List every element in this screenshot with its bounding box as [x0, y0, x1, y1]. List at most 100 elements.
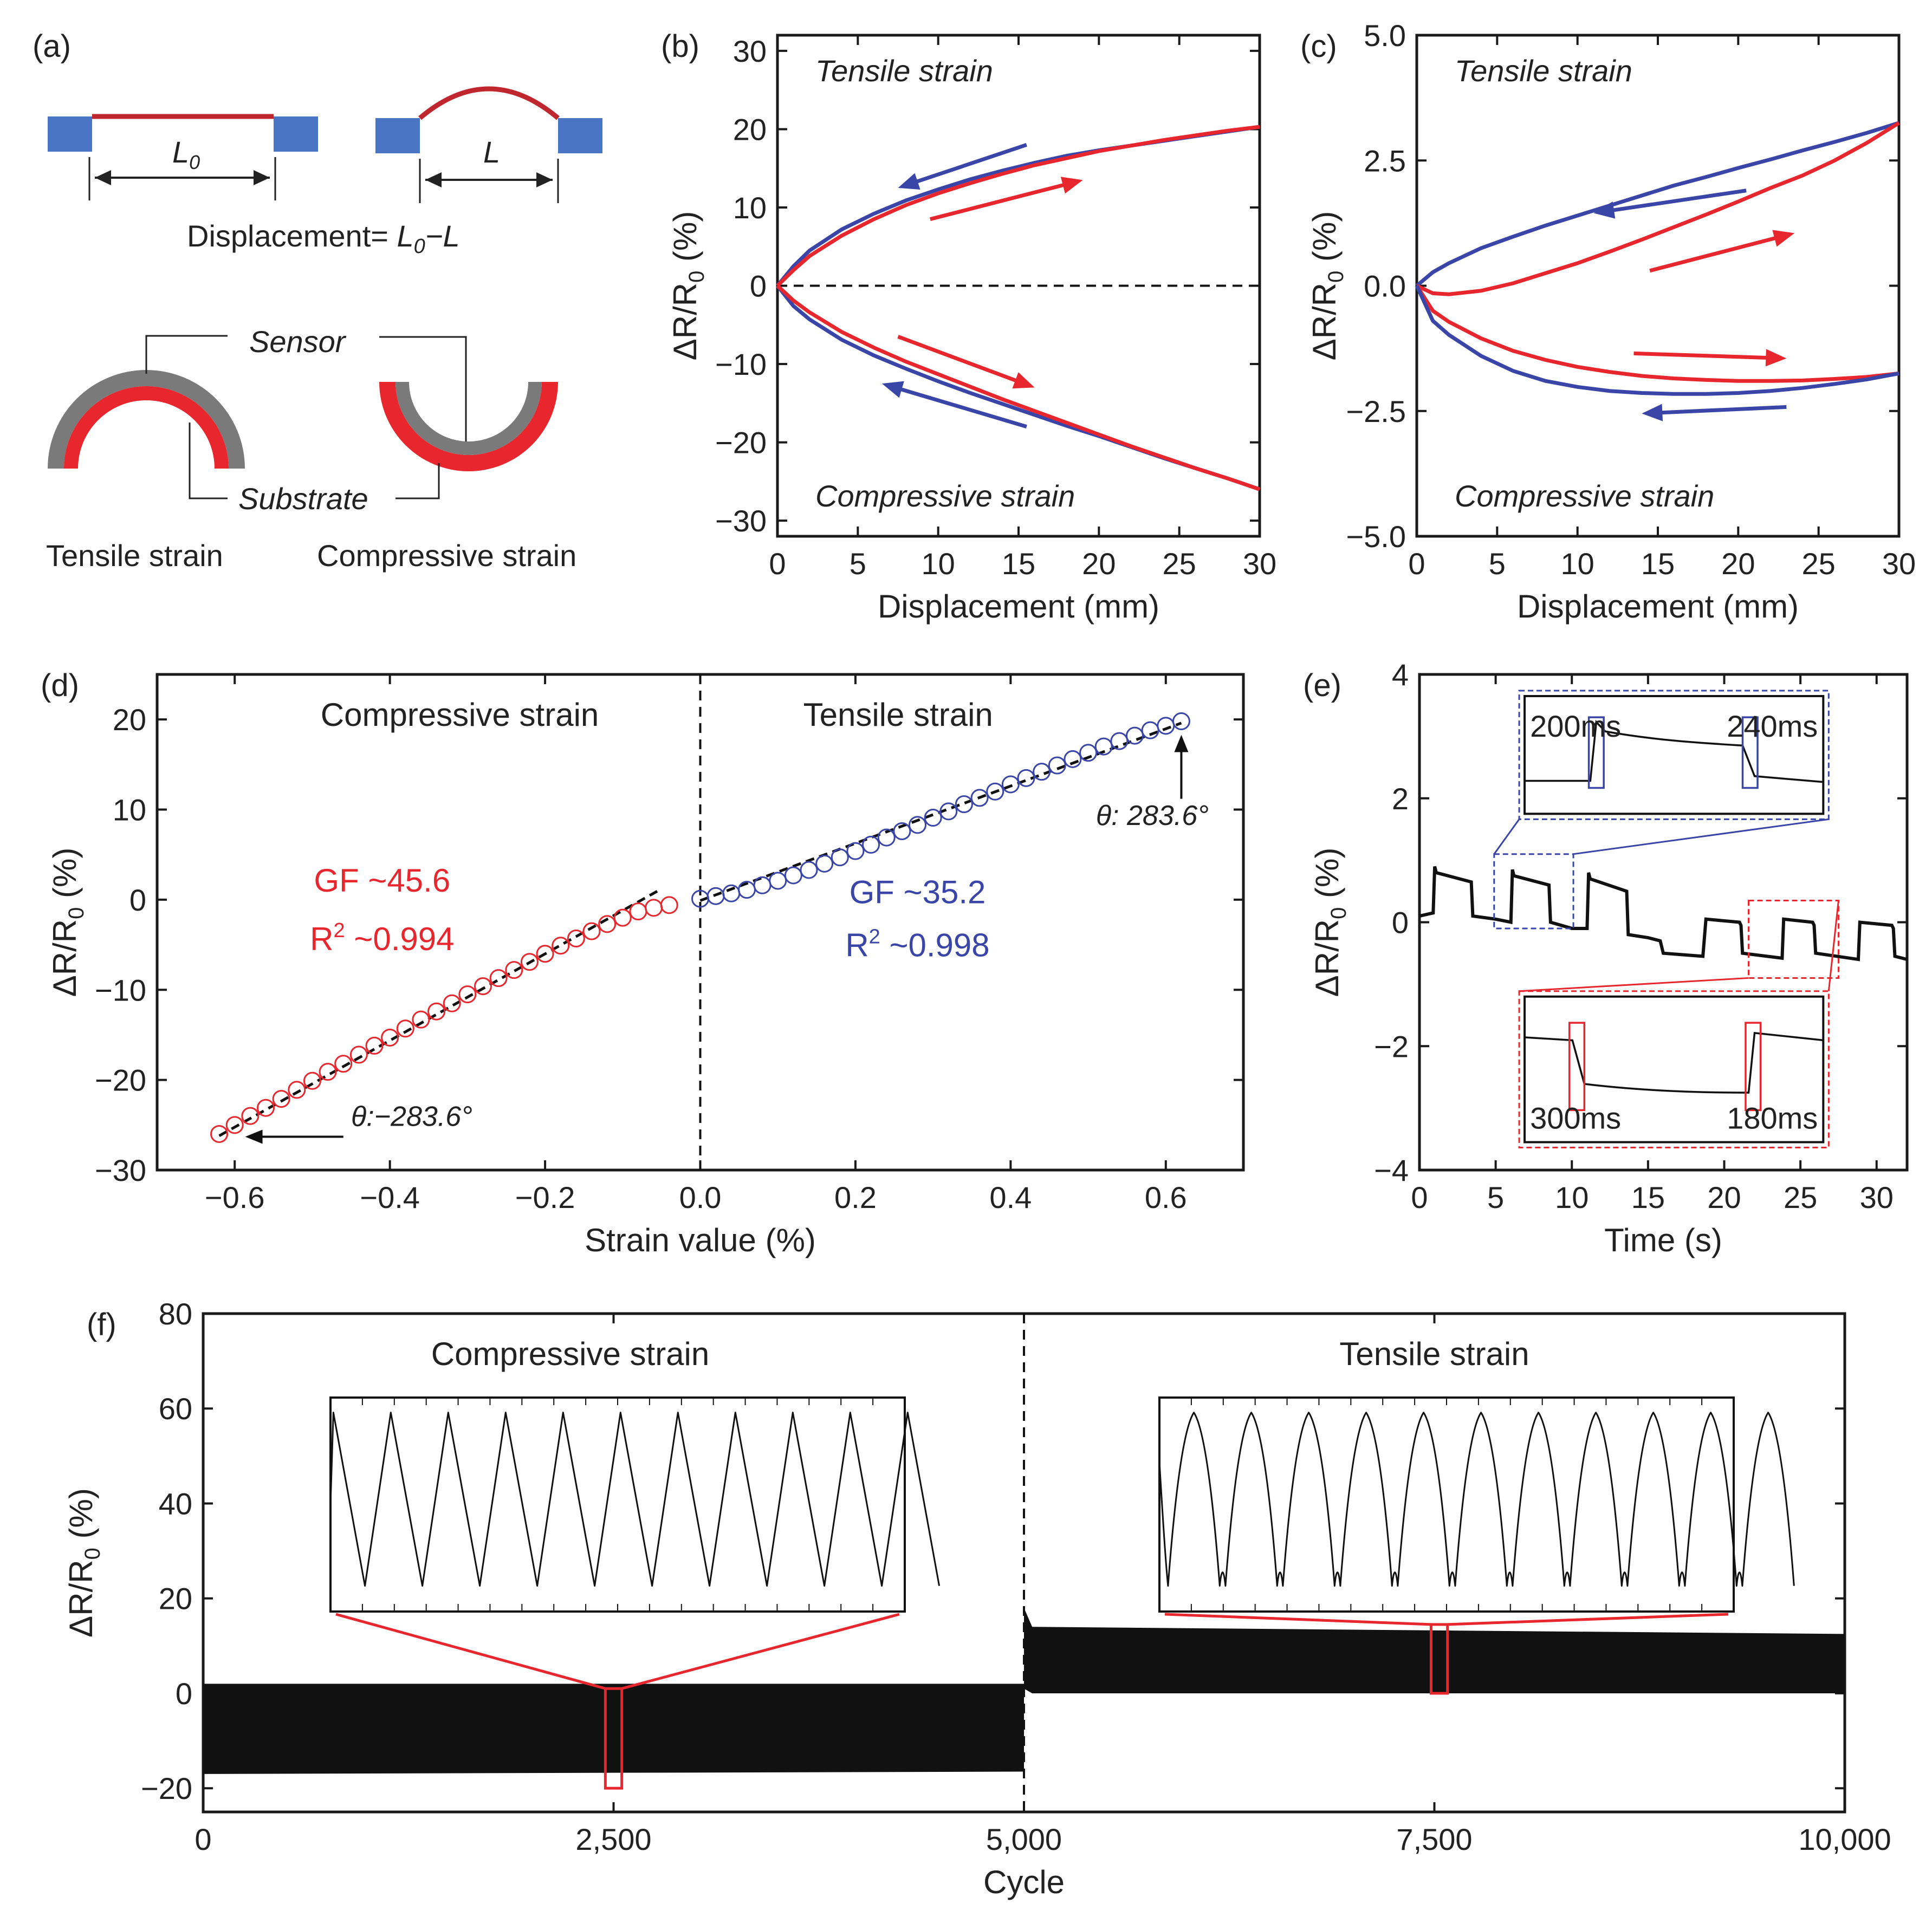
direction-arrow-1: [907, 143, 1027, 186]
x-tick-label: 20: [1082, 547, 1116, 581]
y-tick-label: 0: [129, 883, 146, 917]
compressive-data-point: [319, 1063, 337, 1081]
panel-d-label: (d): [41, 668, 79, 703]
compressive-cycling-band: [203, 1684, 1024, 1774]
series-line-4: [776, 284, 1261, 491]
y-tick-label: 20: [113, 703, 146, 737]
compressive-inset-connector-2: [621, 1613, 900, 1690]
x-tick-label: 15: [1002, 547, 1035, 581]
x-tick-label: 30: [1243, 547, 1276, 581]
substrate-leader-right: [396, 463, 440, 499]
fall-inset-connector-2: [1827, 900, 1839, 991]
fall-inset-frame: [1523, 995, 1825, 1144]
tensile-data-point: [955, 795, 973, 814]
y-tick-label: −10: [715, 347, 767, 381]
tensile-data-point: [846, 842, 865, 860]
panel-b-label: (b): [661, 29, 699, 64]
tensile-data-point: [1126, 726, 1144, 745]
compressive-data-point: [645, 899, 663, 917]
left-clamp-block: [48, 116, 92, 152]
tensile-data-point: [769, 872, 787, 890]
rise-inset-marker-2: [1741, 716, 1759, 789]
direction-arrow-2: [929, 180, 1073, 222]
x-tick-label: 5: [1489, 547, 1506, 581]
chart-b: (b) 0 5 10 15 20 25 30 −30 −20 −10 0 10 20 30 Displacem…: [661, 29, 1276, 625]
x-tick-label: 30: [1882, 547, 1916, 581]
tensile-data-point: [862, 835, 880, 854]
theta-negative-label: θ:−283.6°: [351, 1101, 472, 1132]
fall-inset-connector-1: [1519, 977, 1749, 992]
direction-arrowhead-4: [881, 381, 904, 398]
tensile-data-point: [784, 866, 802, 885]
plot-frame: [1415, 34, 1901, 538]
rise-inset-source-box: [1493, 853, 1574, 930]
y-tick-label: −2.5: [1346, 394, 1406, 428]
tensile-data-point: [1017, 769, 1035, 787]
annotation-compressive: Compressive strain: [431, 1336, 710, 1372]
y-tick-label: −10: [95, 973, 146, 1007]
tensile-data-point: [1094, 737, 1113, 756]
rise-inset-connector-1: [1493, 818, 1520, 855]
x-tick-label: −0.4: [360, 1180, 420, 1214]
y-tick-label: 10: [113, 793, 146, 827]
compressive-data-point: [567, 929, 585, 947]
x-tick-label: 0.2: [834, 1180, 877, 1214]
y-axis-label: ΔR/R0 (%): [47, 848, 88, 997]
series-line-3: [1415, 284, 1899, 383]
annotation-compressive: Compressive strain: [321, 697, 599, 733]
tensile-data-point: [1001, 775, 1020, 794]
x-tick-label: 25: [1802, 547, 1836, 581]
y-tick-label: −20: [715, 426, 767, 460]
y-tick-label: 10: [733, 191, 767, 225]
compressive-data-point: [660, 896, 678, 914]
x-tick-label: 30: [1860, 1180, 1894, 1214]
y-tick-label: 30: [733, 34, 767, 68]
y-tick-label: −30: [95, 1153, 146, 1187]
compressive-data-point: [241, 1107, 260, 1125]
rise-inset-frame: [1523, 695, 1825, 815]
x-tick-label: 10: [1555, 1180, 1589, 1214]
direction-arrow-4: [1652, 405, 1787, 415]
y-tick-label: 0: [176, 1677, 192, 1711]
compressive-data-point: [598, 915, 617, 933]
compressive-data-point: [582, 922, 601, 940]
y-tick-label: −20: [141, 1771, 192, 1805]
y-tick-label: 4: [1392, 658, 1409, 692]
tensile-data-point: [1172, 712, 1190, 731]
x-tick-label: 25: [1163, 547, 1196, 581]
compressive-data-point: [365, 1036, 384, 1055]
compressive-data-point: [474, 977, 492, 996]
rise-inset-marker-1: [1587, 716, 1605, 789]
compressive-inset-source-box: [604, 1687, 624, 1790]
direction-arrow-3: [1633, 351, 1776, 360]
x-tick-label: 15: [1641, 547, 1675, 581]
tensile-data-point: [1064, 750, 1082, 768]
x-tick-label: 10,000: [1798, 1822, 1891, 1856]
fall-inset-time-label-2: 180ms: [1727, 1101, 1818, 1135]
sensor-leader-right: [379, 336, 467, 441]
series-line-1: [776, 125, 1260, 287]
chart-f: (f)0 2,500 5,000 7,500 10,000−20020406080Cyc…: [63, 1297, 1891, 1900]
tensile-data-point: [1157, 717, 1175, 735]
panel-f-label: (f): [87, 1307, 116, 1342]
compressive-data-point: [272, 1090, 290, 1108]
panel-e-label: (e): [1303, 668, 1341, 703]
gf-tensile: GF ~35.2: [850, 874, 986, 911]
y-tick-label: 2: [1392, 782, 1409, 816]
series-line-2: [776, 125, 1260, 288]
direction-arrowhead-2: [1060, 177, 1083, 194]
r2-tensile: R2 ~0.998: [845, 926, 989, 964]
chart-d: (d) −0.6 −0.4 −0.2 0.0 0.2 0.4 0.6 −30 −20 −10 0 10 2…: [41, 668, 1245, 1258]
x-tick-label: 15: [1631, 1180, 1665, 1214]
panel-a: (a) L0 L Displacement= L0−L Sensor Subst…: [33, 29, 602, 573]
bent-right-clamp-block: [558, 118, 602, 153]
fall-inset-marker-2: [1745, 1022, 1762, 1112]
x-axis-label: Displacement (mm): [878, 588, 1159, 625]
fall-inset-source-box: [1748, 899, 1839, 979]
y-tick-label: 80: [159, 1297, 192, 1331]
series-line-4: [1415, 285, 1899, 396]
compressive-data-point: [225, 1116, 244, 1134]
tensile-data-point: [970, 789, 989, 807]
sensor-label: Sensor: [249, 324, 347, 359]
